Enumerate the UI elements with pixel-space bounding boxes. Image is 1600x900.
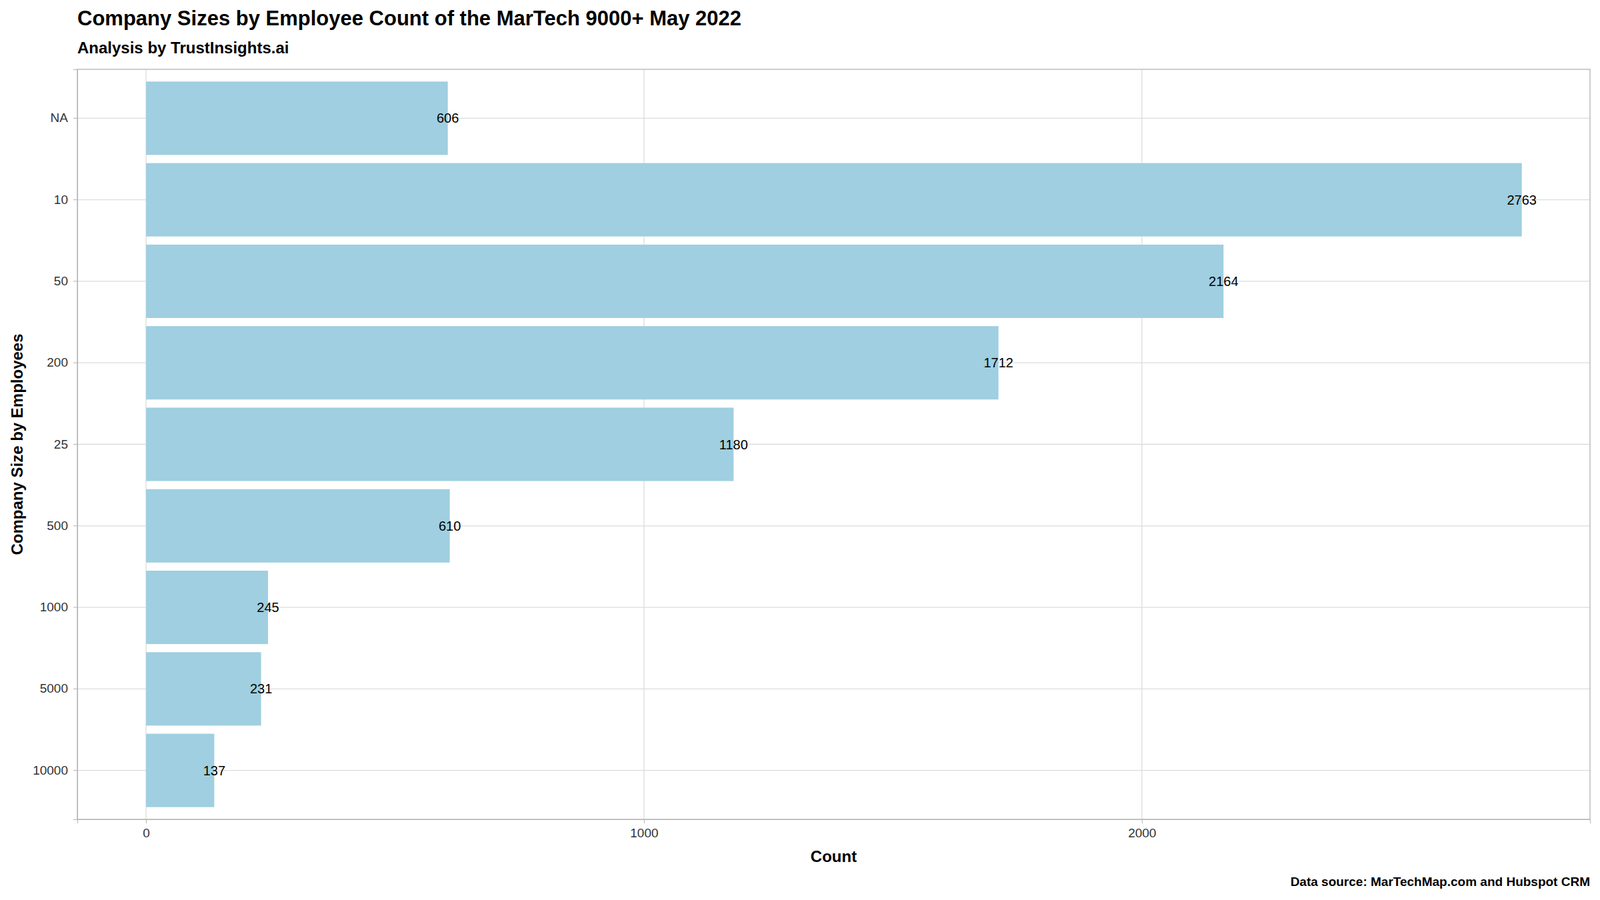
background <box>0 0 1600 900</box>
data-label: 610 <box>438 518 461 534</box>
plot: 6062763216417121180610245231137010002000… <box>32 69 1590 840</box>
x-tick-label: 2000 <box>1128 826 1156 840</box>
y-tick-mark <box>73 688 78 690</box>
y-tick-label: 25 <box>54 437 68 452</box>
y-tick: 10000 <box>32 763 78 778</box>
bar <box>146 652 262 726</box>
y-tick-mark <box>73 199 78 200</box>
y-tick: 50 <box>54 274 78 288</box>
y-tick: 5000 <box>40 681 78 696</box>
chart: 6062763216417121180610245231137010002000… <box>0 0 1600 900</box>
y-tick: 200 <box>46 355 78 370</box>
y-tick-mark <box>73 607 78 608</box>
y-tick-label: 10000 <box>32 763 68 778</box>
x-tick-label: 1000 <box>630 826 658 840</box>
y-tick: NA <box>50 110 78 125</box>
data-label: 245 <box>256 600 279 615</box>
data-label: 606 <box>436 110 459 126</box>
data-label: 2763 <box>1506 192 1537 208</box>
bar <box>146 489 450 563</box>
data-label: 1712 <box>983 355 1014 370</box>
y-axis-title: Company Size by Employees <box>8 333 26 555</box>
x-tick: 1000 <box>630 819 658 840</box>
y-tick-label: 500 <box>46 518 68 533</box>
x-axis: 0 1000 2000 <box>78 819 1591 840</box>
y-axis: NA 10 50 200 25 500 1000 5000 10000 <box>32 70 78 820</box>
x-tick-mark <box>146 819 147 824</box>
title: Company Sizes by Employee Count of the M… <box>77 6 742 30</box>
x-axis-title: Count <box>810 847 857 866</box>
y-tick-mark <box>73 525 78 526</box>
x-tick-mark <box>644 819 645 824</box>
data-label: 231 <box>250 681 272 696</box>
bar <box>146 570 268 644</box>
x-tick: 2000 <box>1128 819 1156 840</box>
bar <box>146 326 999 400</box>
grid-line-y <box>77 770 1590 771</box>
y-tick-label: NA <box>50 110 69 125</box>
caption: Data source: MarTechMap.com and Hubspot … <box>1290 874 1590 889</box>
bar <box>146 244 1224 318</box>
x-tick-mark <box>1142 819 1143 824</box>
y-tick: 25 <box>54 437 78 452</box>
subtitle: Analysis by TrustInsights.ai <box>77 38 289 57</box>
data-label: 2164 <box>1208 274 1239 289</box>
y-tick-label: 10 <box>54 192 68 207</box>
y-tick-mark <box>73 770 78 771</box>
grid-line-y <box>77 606 1590 608</box>
y-tick: 10 <box>54 192 78 207</box>
y-tick-label: 5000 <box>40 681 68 696</box>
bar <box>146 407 734 481</box>
grid <box>77 69 1590 820</box>
x-axis-line <box>78 820 1591 824</box>
data-label: 1180 <box>719 437 748 452</box>
data-label: 137 <box>203 763 226 778</box>
y-tick: 500 <box>46 518 78 533</box>
y-tick-label: 1000 <box>40 600 68 614</box>
y-tick-mark <box>73 444 78 445</box>
y-tick-label: 50 <box>54 274 68 288</box>
y-tick-mark <box>73 362 78 364</box>
y-tick: 1000 <box>40 600 78 614</box>
x-tick-label: 0 <box>142 826 150 840</box>
y-axis-line <box>73 70 78 820</box>
x-tick: 0 <box>142 819 150 840</box>
y-tick-mark <box>73 118 78 119</box>
grid-line-y <box>77 688 1590 690</box>
plot-frame <box>77 69 1590 820</box>
bar <box>146 81 448 155</box>
y-tick-mark <box>73 280 78 282</box>
bars <box>146 81 1522 807</box>
y-tick-label: 200 <box>46 355 68 370</box>
bar <box>146 163 1522 237</box>
data-labels: 606 2763 2164 1712 1180 610 245 231 137 <box>203 110 1537 778</box>
